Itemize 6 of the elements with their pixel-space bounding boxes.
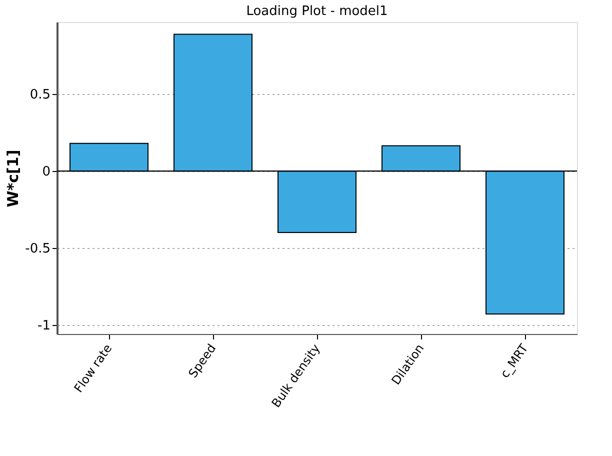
y-tick-label: 0.5 xyxy=(30,88,50,103)
y-axis-title: W*c[1] xyxy=(4,150,22,208)
y-tick-label: -1 xyxy=(38,318,50,334)
y-tick-label: 0 xyxy=(42,164,50,180)
chart-title: Loading Plot - model1 xyxy=(246,4,388,19)
y-tick-label: -0.5 xyxy=(25,241,50,256)
